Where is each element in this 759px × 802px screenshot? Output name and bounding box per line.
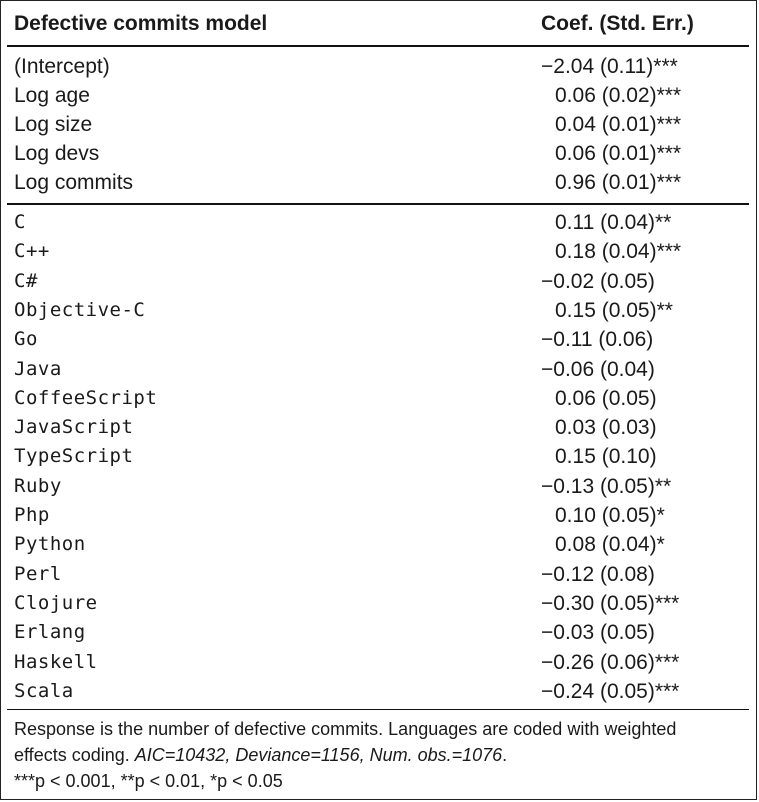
table-row: Ruby −0.13 (0.05)**: [14, 472, 749, 501]
variable-name: Erlang: [14, 621, 86, 644]
table-row: (Intercept) −2.04 (0.11)***: [14, 52, 749, 81]
variable-name: TypeScript: [14, 445, 134, 468]
header-coef-label: Coef. (Std. Err.): [541, 12, 694, 35]
table-row: Log commits 0.96 (0.01)***: [14, 168, 749, 197]
variable-name: CoffeeScript: [14, 386, 158, 409]
table-row: Perl −0.12 (0.08): [14, 560, 749, 589]
coefficient-value: 0.08 (0.04)*: [555, 533, 665, 557]
coefficient-value: −0.11 (0.06): [541, 328, 654, 352]
coefficient-value: 0.06 (0.05): [555, 386, 657, 410]
coefficient-value: −0.30 (0.05)***: [541, 591, 680, 615]
variable-name: Scala: [14, 679, 74, 702]
footnote-line-2-end: .: [502, 745, 508, 765]
variable-name: Go: [14, 328, 38, 351]
variable-name: (Intercept): [14, 55, 110, 78]
header-rule: [7, 45, 749, 47]
footnote-line-1: Response is the number of defective comm…: [14, 719, 677, 739]
footnote-line-2: effects coding. AIC=10432, Deviance=1156…: [14, 742, 749, 768]
table-footnote: Response is the number of defective comm…: [14, 716, 749, 794]
coefficient-value: −0.13 (0.05)**: [541, 474, 672, 498]
table-row: Log size 0.04 (0.01)***: [14, 110, 749, 139]
coefficient-value: 0.15 (0.05)**: [555, 298, 673, 322]
table-row: CoffeeScript 0.06 (0.05): [14, 384, 749, 413]
footnote-significance: ***p < 0.001, **p < 0.01, *p < 0.05: [14, 771, 283, 791]
table-row: C# −0.02 (0.05): [14, 267, 749, 296]
coefficient-value: 0.18 (0.04)***: [555, 240, 682, 264]
coefficient-value: −0.12 (0.08): [541, 562, 655, 586]
variable-name: Haskell: [14, 650, 98, 673]
footer-rule: [7, 709, 749, 710]
footnote-line-2-text: effects coding.: [14, 745, 135, 765]
coefficient-value: −0.03 (0.05): [541, 621, 655, 645]
table-row: Php 0.10 (0.05)*: [14, 501, 749, 530]
variable-name: Log devs: [14, 142, 100, 165]
variable-name: Java: [14, 357, 62, 380]
variable-name: Objective-C: [14, 298, 146, 321]
table-row: Log devs 0.06 (0.01)***: [14, 139, 749, 168]
coefficient-value: 0.03 (0.03): [555, 416, 657, 440]
table-row: JavaScript 0.03 (0.03): [14, 413, 749, 442]
table-row: Python 0.08 (0.04)*: [14, 530, 749, 559]
table-row: Go −0.11 (0.06): [14, 325, 749, 354]
table-row: Objective-C 0.15 (0.05)**: [14, 296, 749, 325]
coefficient-value: −0.06 (0.04): [541, 357, 655, 381]
variable-name: C: [14, 211, 26, 233]
coefficient-value: 0.04 (0.01)***: [555, 113, 682, 136]
coefficient-value: 0.06 (0.01)***: [555, 142, 682, 165]
table-row: C++ 0.18 (0.04)***: [14, 237, 749, 266]
table-row: Erlang −0.03 (0.05): [14, 618, 749, 647]
group-divider-rule: [7, 203, 749, 205]
variable-name: C#: [14, 269, 38, 292]
variable-name: Php: [14, 504, 50, 526]
table-row: Scala −0.24 (0.05)***: [14, 677, 749, 706]
variable-name: Log size: [14, 113, 93, 136]
coefficient-value: −0.26 (0.06)***: [541, 650, 680, 674]
footnote-model-stats: AIC=10432, Deviance=1156, Num. obs.=1076: [134, 745, 503, 765]
variable-name: Python: [14, 533, 86, 556]
coefficient-value: 0.10 (0.05)*: [555, 504, 665, 527]
coefficient-value: 0.15 (0.10): [555, 445, 657, 469]
variable-name: Log age: [14, 84, 90, 107]
variable-name: Ruby: [14, 474, 62, 497]
table-row: C 0.11 (0.04)**: [14, 208, 749, 237]
coefficient-value: −2.04 (0.11)***: [541, 55, 678, 78]
coefficient-value: 0.11 (0.04)**: [555, 211, 672, 234]
coefficient-value: 0.96 (0.01)***: [555, 171, 682, 194]
table-row: Haskell −0.26 (0.06)***: [14, 648, 749, 677]
coefficient-value: −0.02 (0.05): [541, 269, 655, 293]
header-model-label: Defective commits model: [14, 12, 268, 35]
coefficient-value: −0.24 (0.05)***: [541, 679, 680, 703]
table-row: Java −0.06 (0.04): [14, 355, 749, 384]
variable-name: Clojure: [14, 591, 98, 614]
table-row: TypeScript 0.15 (0.10): [14, 442, 749, 471]
variable-name: JavaScript: [14, 416, 134, 439]
table-row: Log age 0.06 (0.02)***: [14, 81, 749, 110]
coefficient-value: 0.06 (0.02)***: [555, 84, 682, 107]
table-header: Defective commits model Coef. (Std. Err.…: [14, 12, 749, 42]
table-row: Clojure −0.30 (0.05)***: [14, 589, 749, 618]
variable-name: Perl: [14, 562, 62, 585]
variable-name: C++: [14, 240, 50, 263]
variable-name: Log commits: [14, 171, 134, 194]
